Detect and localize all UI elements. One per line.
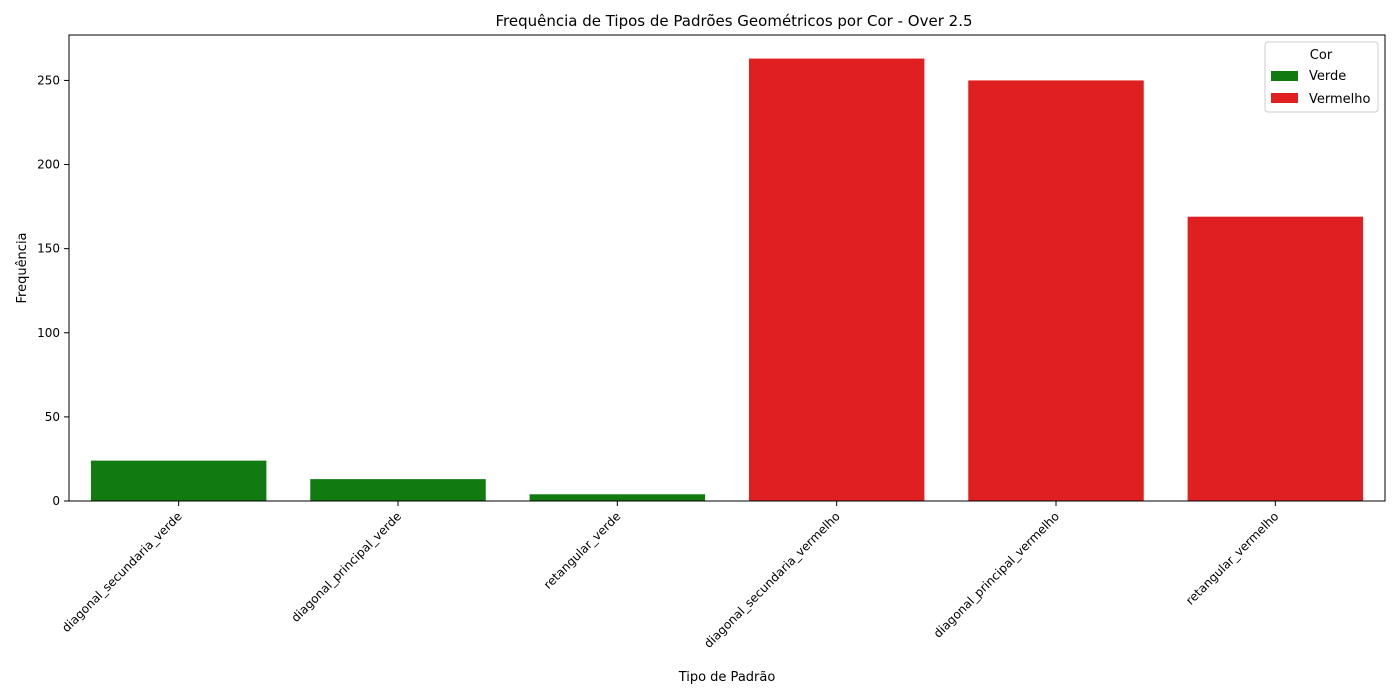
- y-tick-label: 50: [45, 410, 60, 424]
- chart-title: Frequência de Tipos de Padrões Geométric…: [495, 12, 972, 30]
- bar-diagonal-secundaria-vermelho: [748, 58, 925, 502]
- legend: Cor Verde Vermelho: [1264, 41, 1379, 113]
- plot-frame: [68, 34, 1386, 502]
- legend-label-vermelho: Vermelho: [1309, 92, 1371, 107]
- x-tick-label: diagonal_principal_vermelho: [931, 509, 1062, 640]
- y-tick-label: 100: [37, 326, 60, 340]
- y-axis: 0 50 100 150 200 250: [37, 73, 69, 508]
- bar-retangular-vermelho: [1187, 216, 1364, 501]
- bar-diagonal-principal-vermelho: [968, 80, 1144, 502]
- x-axis-label: Tipo de Padrão: [678, 670, 776, 685]
- y-tick-label: 250: [37, 73, 60, 87]
- x-axis: diagonal_secundaria_verde diagonal_princi…: [59, 501, 1281, 651]
- x-tick-label: diagonal_secundaria_verde: [59, 509, 185, 635]
- x-tick-label: retangular_vermelho: [1183, 509, 1281, 607]
- x-tick-label: retangular_verde: [541, 509, 624, 592]
- legend-swatch-verde: [1271, 71, 1298, 81]
- y-axis-label: Frequência: [15, 232, 30, 303]
- y-tick-label: 0: [52, 494, 60, 508]
- x-tick-label: diagonal_principal_verde: [289, 509, 405, 625]
- x-tick-label: diagonal_secundaria_vermelho: [701, 509, 843, 651]
- y-tick-label: 200: [37, 158, 60, 172]
- legend-label-verde: Verde: [1309, 69, 1346, 84]
- bar-diagonal-principal-verde: [310, 479, 486, 501]
- bars-layer: [90, 58, 1364, 502]
- y-tick-label: 150: [37, 242, 60, 256]
- legend-swatch-vermelho: [1271, 93, 1298, 103]
- bar-diagonal-secundaria-verde: [90, 460, 267, 501]
- legend-title: Cor: [1310, 48, 1333, 63]
- bar-retangular-verde: [529, 494, 706, 501]
